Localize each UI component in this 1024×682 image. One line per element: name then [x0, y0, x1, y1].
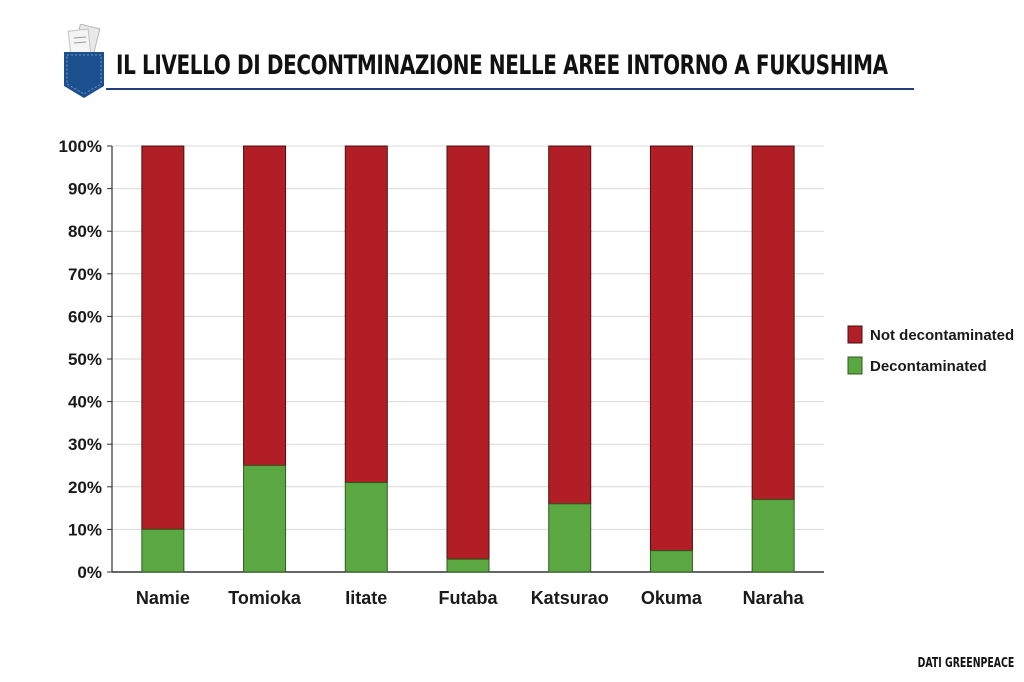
page-title: IL LIVELLO DI DECONTMINAZIONE NELLE AREE… [116, 50, 888, 81]
y-tick-label: 100% [59, 137, 102, 156]
bar-decontaminated [344, 482, 388, 573]
legend-label: Decontaminated [870, 358, 987, 375]
legend-swatch [847, 356, 863, 375]
legend-label: Not decontaminated [870, 327, 1014, 344]
y-tick-label: 30% [68, 435, 102, 454]
stacked-bar-chart: 0% 10% 20% 30% 40% 50% 60% 70% 80% 90% 100% Namie To… [59, 137, 1015, 608]
bar-decontaminated [548, 503, 592, 573]
y-tick-label: 10% [68, 520, 102, 539]
bar-decontaminated [243, 465, 287, 573]
bar-not-decontaminated [243, 145, 287, 466]
x-tick-label: Tomioka [228, 588, 302, 608]
pocket-documents-icon [64, 24, 104, 98]
x-tick-label: Namie [136, 588, 190, 608]
x-tick-label: Iitate [345, 588, 387, 608]
y-tick-label: 0% [77, 563, 102, 582]
y-tick-label: 20% [68, 478, 102, 497]
y-tick-label: 70% [68, 265, 102, 284]
title-underline [106, 88, 914, 90]
header: IL LIVELLO DI DECONTMINAZIONE NELLE AREE… [0, 0, 1024, 110]
x-tick-label: Katsurao [531, 588, 609, 608]
x-tick-label: Futaba [438, 588, 498, 608]
y-tick-label: 90% [68, 180, 102, 199]
bar-decontaminated [649, 550, 693, 573]
bar-decontaminated [751, 499, 795, 573]
y-tick-label: 50% [68, 350, 102, 369]
bar-decontaminated [446, 558, 490, 573]
bar-not-decontaminated [344, 145, 388, 484]
source-note: DATI GREENPEACE [917, 656, 1014, 671]
legend-swatch [847, 325, 863, 344]
bar-not-decontaminated [548, 145, 592, 505]
y-tick-label: 60% [68, 307, 102, 326]
x-tick-label: Naraha [743, 588, 805, 608]
bar-not-decontaminated [751, 145, 795, 501]
bar-decontaminated [141, 528, 185, 573]
y-tick-label: 80% [68, 222, 102, 241]
bar-not-decontaminated [649, 145, 693, 552]
bar-not-decontaminated [141, 145, 185, 530]
bar-not-decontaminated [446, 145, 490, 560]
y-tick-label: 40% [68, 393, 102, 412]
x-tick-label: Okuma [641, 588, 703, 608]
